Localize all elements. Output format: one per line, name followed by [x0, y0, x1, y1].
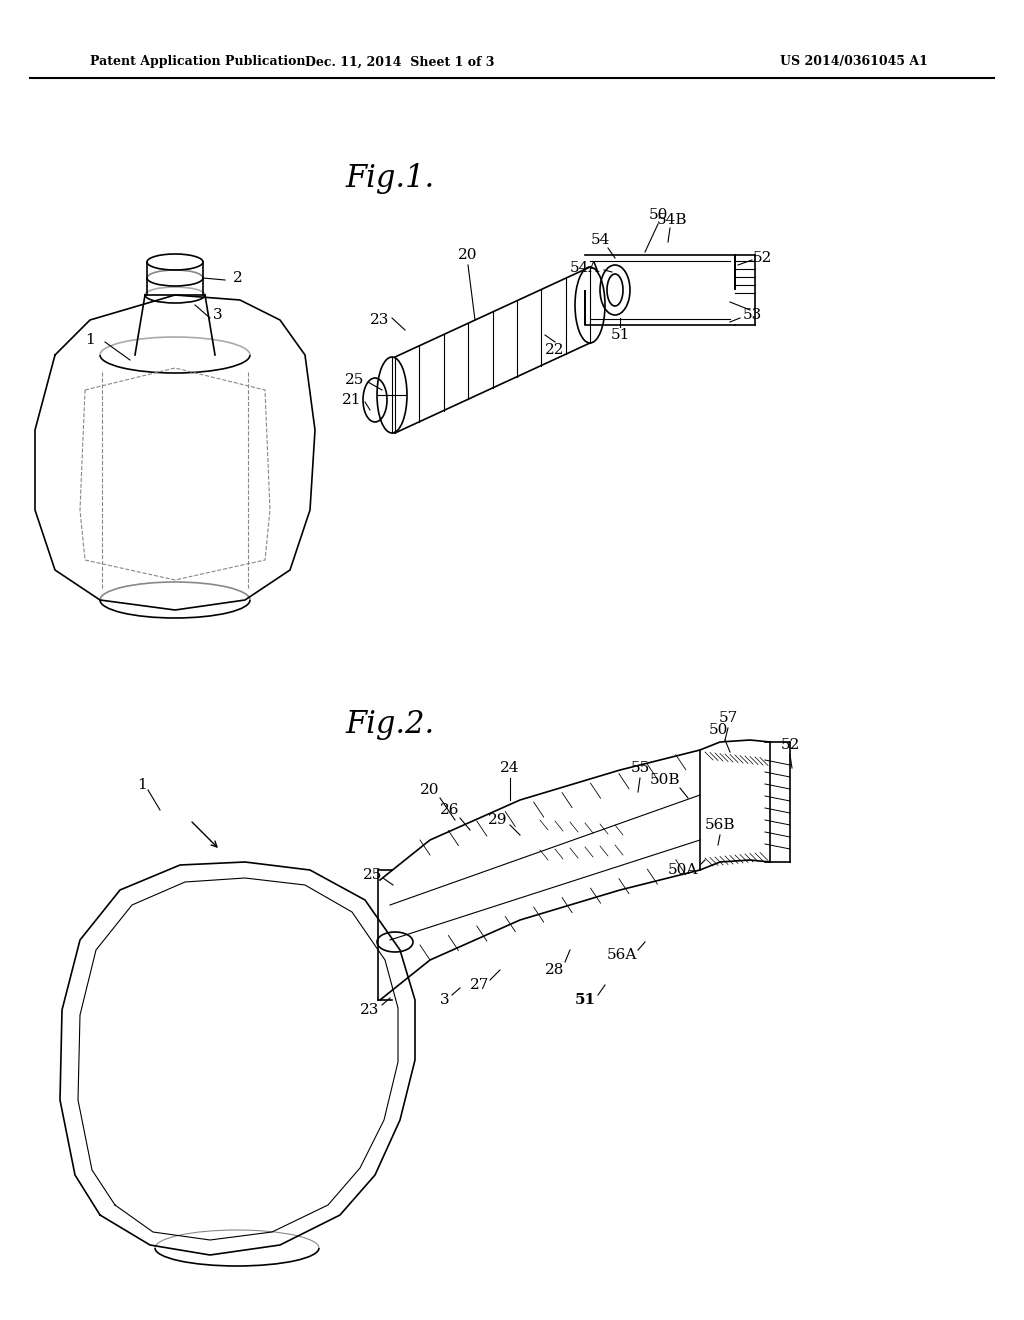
Text: 25: 25	[364, 869, 383, 882]
Text: 54A: 54A	[569, 261, 600, 275]
Text: 56A: 56A	[607, 948, 637, 962]
Text: Patent Application Publication: Patent Application Publication	[90, 55, 305, 69]
Text: 57: 57	[719, 711, 737, 725]
Text: 3: 3	[213, 308, 223, 322]
Text: Dec. 11, 2014  Sheet 1 of 3: Dec. 11, 2014 Sheet 1 of 3	[305, 55, 495, 69]
Text: 22: 22	[545, 343, 565, 356]
Text: 50: 50	[709, 723, 728, 737]
Text: 52: 52	[780, 738, 800, 752]
Text: US 2014/0361045 A1: US 2014/0361045 A1	[780, 55, 928, 69]
Text: 52: 52	[753, 251, 772, 265]
Text: 23: 23	[371, 313, 390, 327]
Text: 2: 2	[233, 271, 243, 285]
Text: 27: 27	[470, 978, 489, 993]
Text: 54B: 54B	[656, 213, 687, 227]
Text: 50A: 50A	[668, 863, 698, 876]
Text: 50: 50	[648, 209, 668, 222]
Text: 3: 3	[440, 993, 450, 1007]
Text: 56B: 56B	[705, 818, 735, 832]
Text: 26: 26	[440, 803, 460, 817]
Text: 1: 1	[85, 333, 95, 347]
Text: 25: 25	[345, 374, 365, 387]
Text: 24: 24	[501, 762, 520, 775]
Text: 1: 1	[137, 777, 146, 792]
Text: 54: 54	[590, 234, 609, 247]
Text: 21: 21	[342, 393, 361, 407]
Text: 53: 53	[742, 308, 762, 322]
Text: 29: 29	[488, 813, 508, 828]
Text: Fig.2.: Fig.2.	[345, 710, 434, 741]
Text: 28: 28	[546, 964, 564, 977]
Text: 20: 20	[459, 248, 478, 261]
Text: 23: 23	[360, 1003, 380, 1016]
Text: 51: 51	[610, 327, 630, 342]
Text: 51: 51	[574, 993, 596, 1007]
Text: 50B: 50B	[650, 774, 680, 787]
Text: Fig.1.: Fig.1.	[345, 162, 434, 194]
Text: 55: 55	[631, 762, 649, 775]
Text: 20: 20	[420, 783, 439, 797]
